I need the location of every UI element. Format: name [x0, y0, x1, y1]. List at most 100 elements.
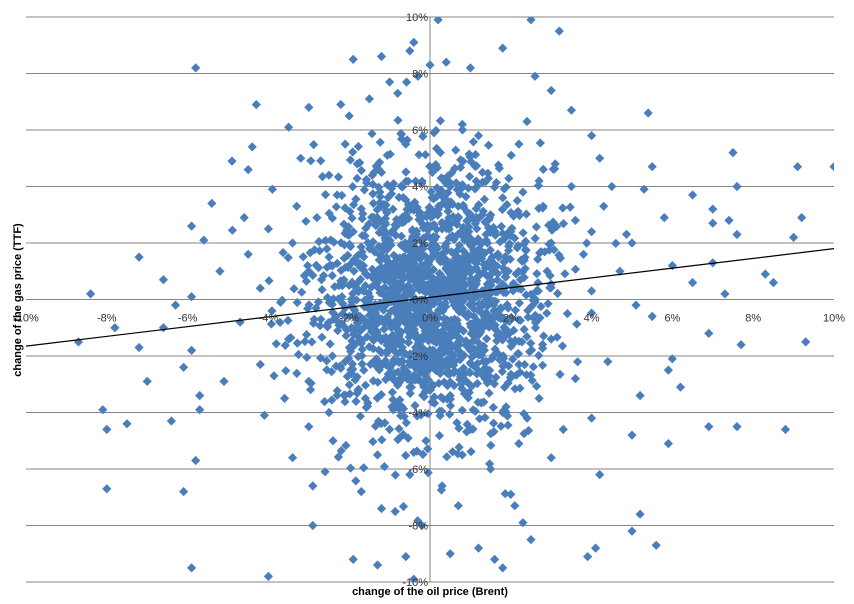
data-point [338, 309, 348, 319]
data-point [436, 250, 446, 260]
data-point [491, 372, 501, 382]
data-point [346, 300, 356, 310]
data-point [405, 264, 415, 274]
data-point [353, 352, 363, 362]
data-point [418, 302, 428, 312]
data-point [315, 246, 325, 256]
data-point [366, 306, 376, 316]
data-point [488, 266, 498, 276]
data-point [394, 424, 404, 434]
data-point [377, 224, 387, 234]
data-point [369, 269, 379, 279]
data-point [442, 292, 452, 302]
data-point [402, 303, 412, 313]
data-point [191, 455, 201, 466]
data-point [362, 332, 372, 342]
data-point [359, 185, 369, 195]
data-point [732, 422, 742, 432]
data-point [381, 252, 391, 262]
data-point [347, 342, 357, 352]
data-point [465, 63, 475, 73]
data-point [386, 323, 396, 333]
data-point [360, 295, 370, 305]
data-point [631, 300, 641, 310]
data-point [456, 286, 466, 296]
data-point [239, 213, 249, 223]
data-point [411, 263, 421, 273]
data-point [352, 173, 362, 183]
data-point [481, 308, 491, 318]
y-tick-labels: 10% 8% 6% 4% 2% 0% -2% -4% -6% -8% -10% [402, 12, 428, 589]
data-point [374, 345, 384, 355]
y-tick-label: 4% [412, 182, 428, 194]
data-point [367, 170, 377, 180]
data-point [454, 240, 464, 250]
data-point [372, 450, 383, 460]
data-point [381, 200, 391, 210]
data-point [332, 190, 342, 200]
data-point [73, 337, 84, 347]
data-point [386, 306, 396, 316]
data-point [526, 370, 536, 380]
data-point [359, 463, 369, 473]
data-point [724, 215, 734, 225]
data-point [419, 295, 429, 305]
data-point [506, 227, 516, 237]
data-point [381, 291, 391, 301]
data-point [462, 419, 472, 429]
trendline [25, 248, 835, 347]
x-tick-label: -6% [178, 313, 198, 325]
data-point [482, 238, 493, 248]
data-point [275, 297, 286, 307]
data-point [331, 311, 341, 321]
data-point [416, 177, 426, 188]
data-point [452, 315, 462, 325]
data-point [510, 501, 520, 511]
data-point [364, 322, 374, 332]
data-point [480, 363, 490, 373]
data-point [545, 271, 555, 281]
data-point [352, 372, 362, 382]
data-point [390, 347, 400, 357]
data-point [356, 487, 366, 497]
data-point [728, 148, 738, 158]
data-point [502, 300, 512, 310]
data-point [501, 288, 511, 298]
data-point [390, 506, 400, 517]
data-point [361, 402, 371, 413]
data-point [615, 266, 625, 276]
data-point [343, 222, 354, 232]
data-point [284, 122, 294, 132]
data-point [463, 183, 473, 193]
data-point [301, 216, 311, 226]
data-point [436, 283, 446, 293]
data-point [416, 242, 427, 253]
data-point [421, 315, 431, 325]
data-point [465, 171, 475, 182]
data-point [179, 487, 189, 497]
data-point [346, 346, 356, 356]
data-point [458, 369, 468, 379]
data-point [481, 368, 491, 378]
data-point [429, 233, 439, 243]
data-point [389, 374, 399, 384]
data-point [431, 309, 441, 319]
data-point [370, 247, 380, 257]
data-point [486, 210, 496, 220]
data-point [392, 339, 402, 349]
data-point [334, 320, 344, 330]
data-point [510, 233, 520, 243]
data-point [365, 244, 375, 254]
data-point [402, 135, 412, 145]
data-point [492, 261, 502, 271]
x-tick-label: -10% [13, 313, 39, 325]
data-point [454, 346, 464, 356]
data-point [426, 253, 436, 263]
data-point [339, 219, 349, 229]
data-point [315, 321, 325, 331]
data-point [187, 292, 197, 302]
data-point [732, 229, 742, 240]
data-point [387, 268, 397, 278]
data-point [376, 334, 387, 344]
data-point [789, 232, 799, 242]
